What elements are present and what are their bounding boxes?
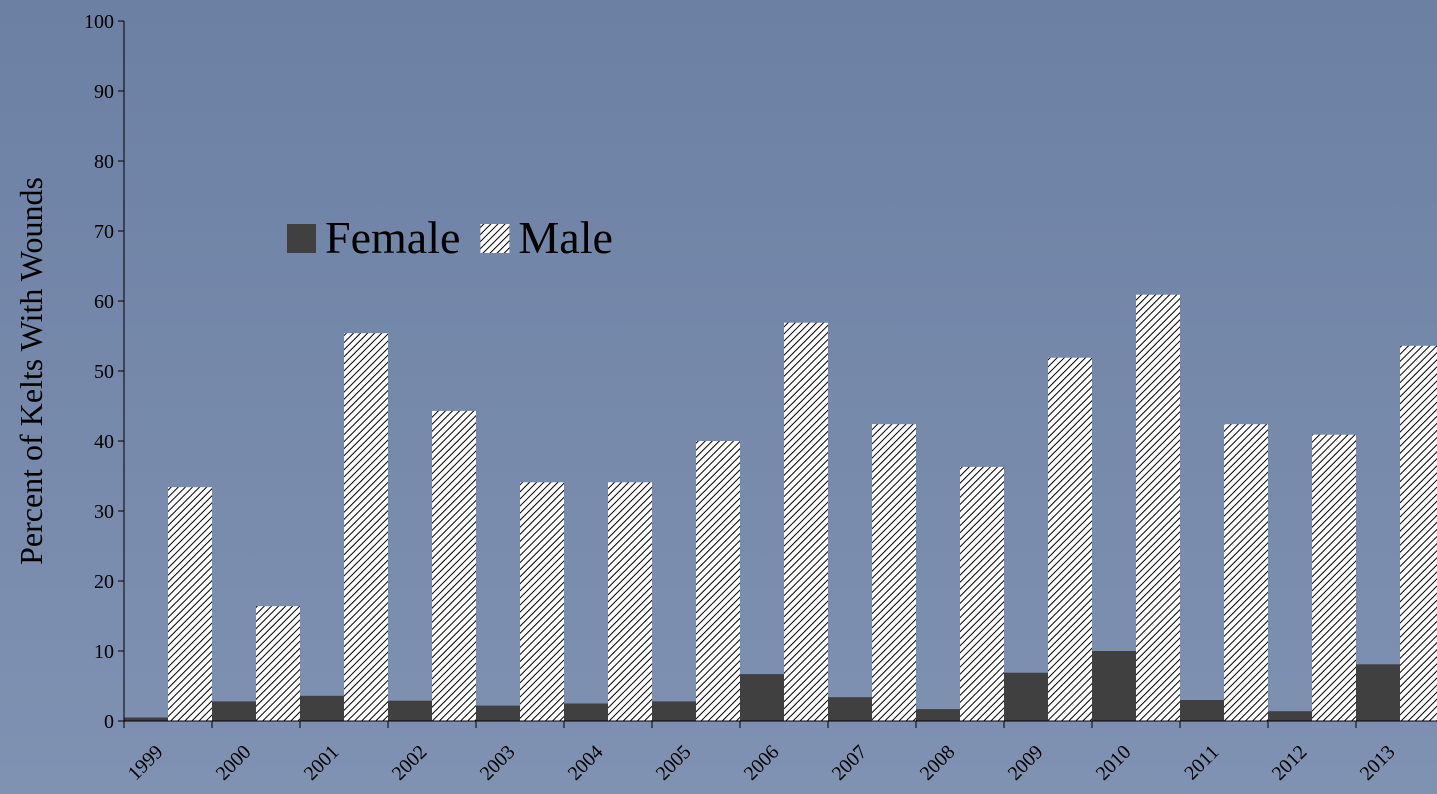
bar — [652, 701, 696, 721]
bar — [344, 333, 388, 721]
bar — [564, 703, 608, 721]
bar — [520, 482, 564, 721]
y-tick-label: 10 — [94, 641, 114, 663]
legend-swatch — [480, 224, 510, 253]
bar — [696, 441, 740, 721]
y-tick-label: 80 — [94, 151, 114, 173]
bar — [256, 606, 300, 721]
bar — [1312, 434, 1356, 721]
bar — [784, 322, 828, 721]
y-tick-label: 20 — [94, 571, 114, 593]
bar — [432, 410, 476, 721]
y-tick-label: 100 — [84, 11, 114, 33]
y-tick-label: 60 — [94, 291, 114, 313]
bar — [828, 697, 872, 721]
bar — [740, 674, 784, 721]
bar — [960, 466, 1004, 721]
bar — [608, 482, 652, 721]
bar — [872, 424, 916, 721]
bar — [212, 701, 256, 721]
legend-swatch — [287, 224, 316, 253]
bar — [1268, 711, 1312, 721]
bar — [1400, 345, 1437, 721]
legend-label: Female — [325, 212, 460, 263]
y-tick-label: 40 — [94, 431, 114, 453]
bar — [1224, 424, 1268, 721]
y-tick-label: 90 — [94, 81, 114, 103]
bar — [300, 695, 344, 721]
legend-label: Male — [518, 212, 613, 263]
bar — [124, 717, 168, 721]
bar — [1048, 357, 1092, 721]
bar — [916, 709, 960, 721]
y-tick-label: 50 — [94, 361, 114, 383]
y-tick-label: 70 — [94, 221, 114, 243]
bar — [168, 487, 212, 721]
bar — [1180, 700, 1224, 721]
y-tick-label: 0 — [104, 711, 114, 733]
bar — [1092, 651, 1136, 721]
bar — [388, 700, 432, 721]
y-axis-label: Percent of Kelts With Wounds — [13, 177, 49, 565]
bar — [1136, 294, 1180, 721]
bar — [476, 705, 520, 721]
bar — [1004, 672, 1048, 721]
y-tick-label: 30 — [94, 501, 114, 523]
bar — [1356, 664, 1400, 721]
